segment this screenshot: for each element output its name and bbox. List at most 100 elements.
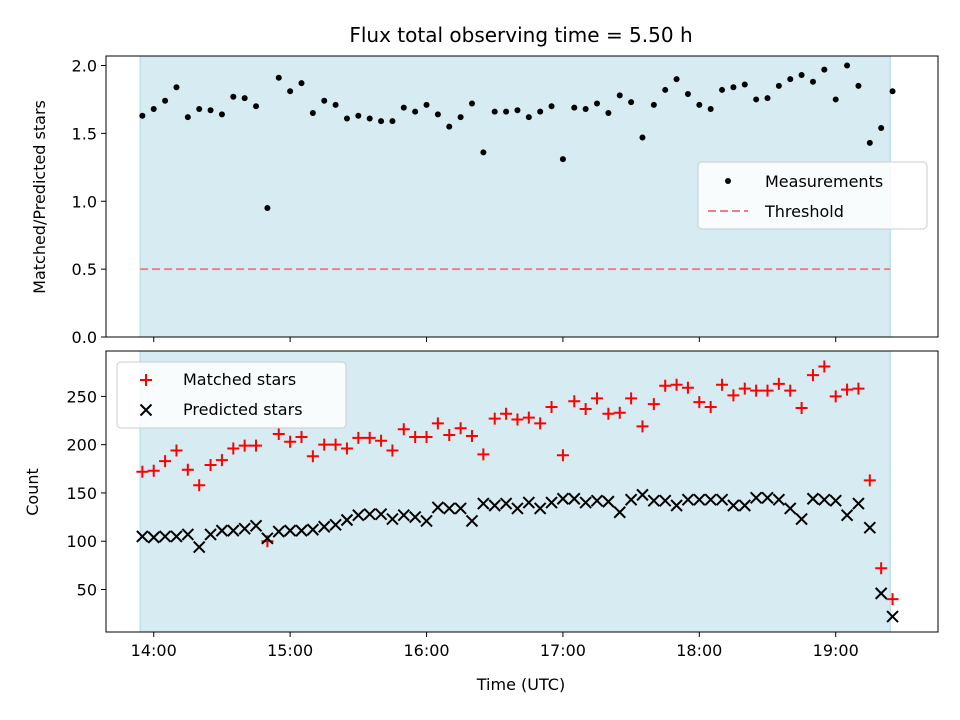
- bottom-y-tick-label: 200: [66, 436, 97, 455]
- predicted-star-point: [329, 518, 342, 532]
- matched-star-point: [431, 417, 444, 430]
- predicted-star-point: [590, 494, 604, 507]
- matched-star-point: [295, 430, 308, 443]
- predicted-star-point: [852, 497, 865, 510]
- measurement-point: [503, 108, 510, 115]
- measurement-point: [218, 111, 225, 118]
- bottom-plot-frame: [105, 350, 939, 633]
- measurement-point: [389, 118, 396, 125]
- top-legend-box: [697, 161, 928, 230]
- legend-matched-label: Matched stars: [183, 370, 296, 389]
- top-y-tick-label: 1.0: [72, 192, 97, 211]
- matched-star-point: [386, 444, 399, 457]
- predicted-star-point: [408, 510, 422, 524]
- predicted-star-point: [249, 519, 263, 532]
- matched-star-point: [659, 379, 672, 392]
- bottom-legend: Matched stars Predicted stars: [116, 361, 347, 429]
- matched-star-point: [852, 382, 865, 395]
- predicted-star-point: [602, 495, 615, 508]
- measurement-point: [207, 107, 214, 114]
- predicted-star-point: [522, 496, 536, 509]
- measurement-point: [321, 97, 328, 104]
- matched-star-point: [761, 384, 774, 397]
- matched-star-point: [636, 420, 649, 433]
- predicted-star-point: [136, 530, 149, 543]
- bottom-y-tick-label: 250: [66, 387, 97, 406]
- matched-star-point: [238, 439, 251, 452]
- measurement-point: [275, 74, 282, 81]
- predicted-star-point: [681, 493, 695, 506]
- predicted-star-point: [784, 502, 797, 515]
- x-tick-label: 16:00: [403, 641, 449, 660]
- predicted-star-point: [556, 492, 570, 505]
- predicted-star-point: [613, 506, 626, 519]
- predicted-star-point: [431, 501, 445, 514]
- predicted-star-point: [545, 496, 558, 509]
- matched-star-point: [352, 431, 365, 444]
- predicted-star-point: [454, 502, 467, 515]
- predicted-star-point: [749, 491, 763, 504]
- matched-star-point: [511, 413, 524, 426]
- matched-star-point: [522, 411, 535, 424]
- predicted-star-point: [840, 508, 854, 522]
- matched-star-point: [465, 429, 478, 442]
- predicted-star-point: [693, 493, 706, 506]
- measurement-point: [775, 82, 782, 89]
- x-axis-label: Time (UTC): [476, 675, 565, 694]
- predicted-star-point: [511, 502, 524, 515]
- bottom-legend-box: [116, 361, 347, 429]
- predicted-star-point: [772, 493, 786, 506]
- top-y-axis-label: Matched/Predicted stars: [30, 100, 49, 294]
- matched-star-point: [545, 401, 558, 414]
- predicted-star-point: [829, 494, 842, 507]
- predicted-star-point: [715, 493, 729, 506]
- predicted-star-point: [761, 491, 774, 504]
- matched-star-point: [363, 431, 376, 444]
- measurement-point: [673, 76, 680, 83]
- predicted-star-point: [181, 528, 195, 541]
- predicted-star-point: [295, 524, 308, 537]
- predicted-star-point: [636, 488, 649, 502]
- matched-star-point: [420, 430, 433, 443]
- measurement-point: [287, 88, 294, 95]
- measurement-point: [162, 97, 169, 104]
- measurement-point: [514, 107, 521, 114]
- predicted-star-point: [647, 494, 661, 507]
- top-y-tick-label: 0.5: [72, 260, 97, 279]
- matched-star-point: [784, 384, 797, 397]
- measurement-point: [400, 104, 407, 111]
- matched-star-point: [829, 390, 842, 403]
- matched-star-point: [477, 448, 490, 461]
- measurement-point: [434, 111, 441, 118]
- measurement-point: [559, 156, 566, 163]
- measurement-point: [753, 96, 760, 103]
- matched-stars-points: [136, 360, 899, 606]
- measurement-point: [537, 108, 544, 115]
- matched-star-point: [841, 383, 854, 396]
- measurement-point: [878, 124, 885, 131]
- measurement-point: [605, 110, 612, 117]
- x-tick-label: 19:00: [813, 641, 859, 660]
- measurement-point: [866, 139, 873, 146]
- predicted-star-point: [363, 507, 376, 521]
- predicted-star-point: [624, 493, 638, 506]
- matched-star-point: [647, 398, 660, 411]
- predicted-star-point: [874, 587, 888, 600]
- legend-predicted-marker: [139, 403, 153, 417]
- x-tick-label: 14:00: [131, 641, 177, 660]
- measurement-point: [298, 80, 305, 87]
- predicted-star-point: [886, 610, 899, 623]
- matched-star-point: [806, 369, 819, 382]
- measurement-point: [650, 101, 657, 108]
- predicted-star-point: [215, 524, 229, 537]
- bottom-y-tick-label: 100: [66, 532, 97, 551]
- predicted-star-point: [158, 530, 172, 543]
- matched-star-point: [454, 422, 467, 435]
- matched-star-point: [170, 444, 183, 457]
- matched-star-point: [443, 429, 456, 442]
- predicted-star-point: [192, 540, 206, 554]
- matched-star-point: [738, 382, 751, 395]
- matched-star-point: [375, 434, 388, 447]
- predicted-star-point: [670, 499, 683, 512]
